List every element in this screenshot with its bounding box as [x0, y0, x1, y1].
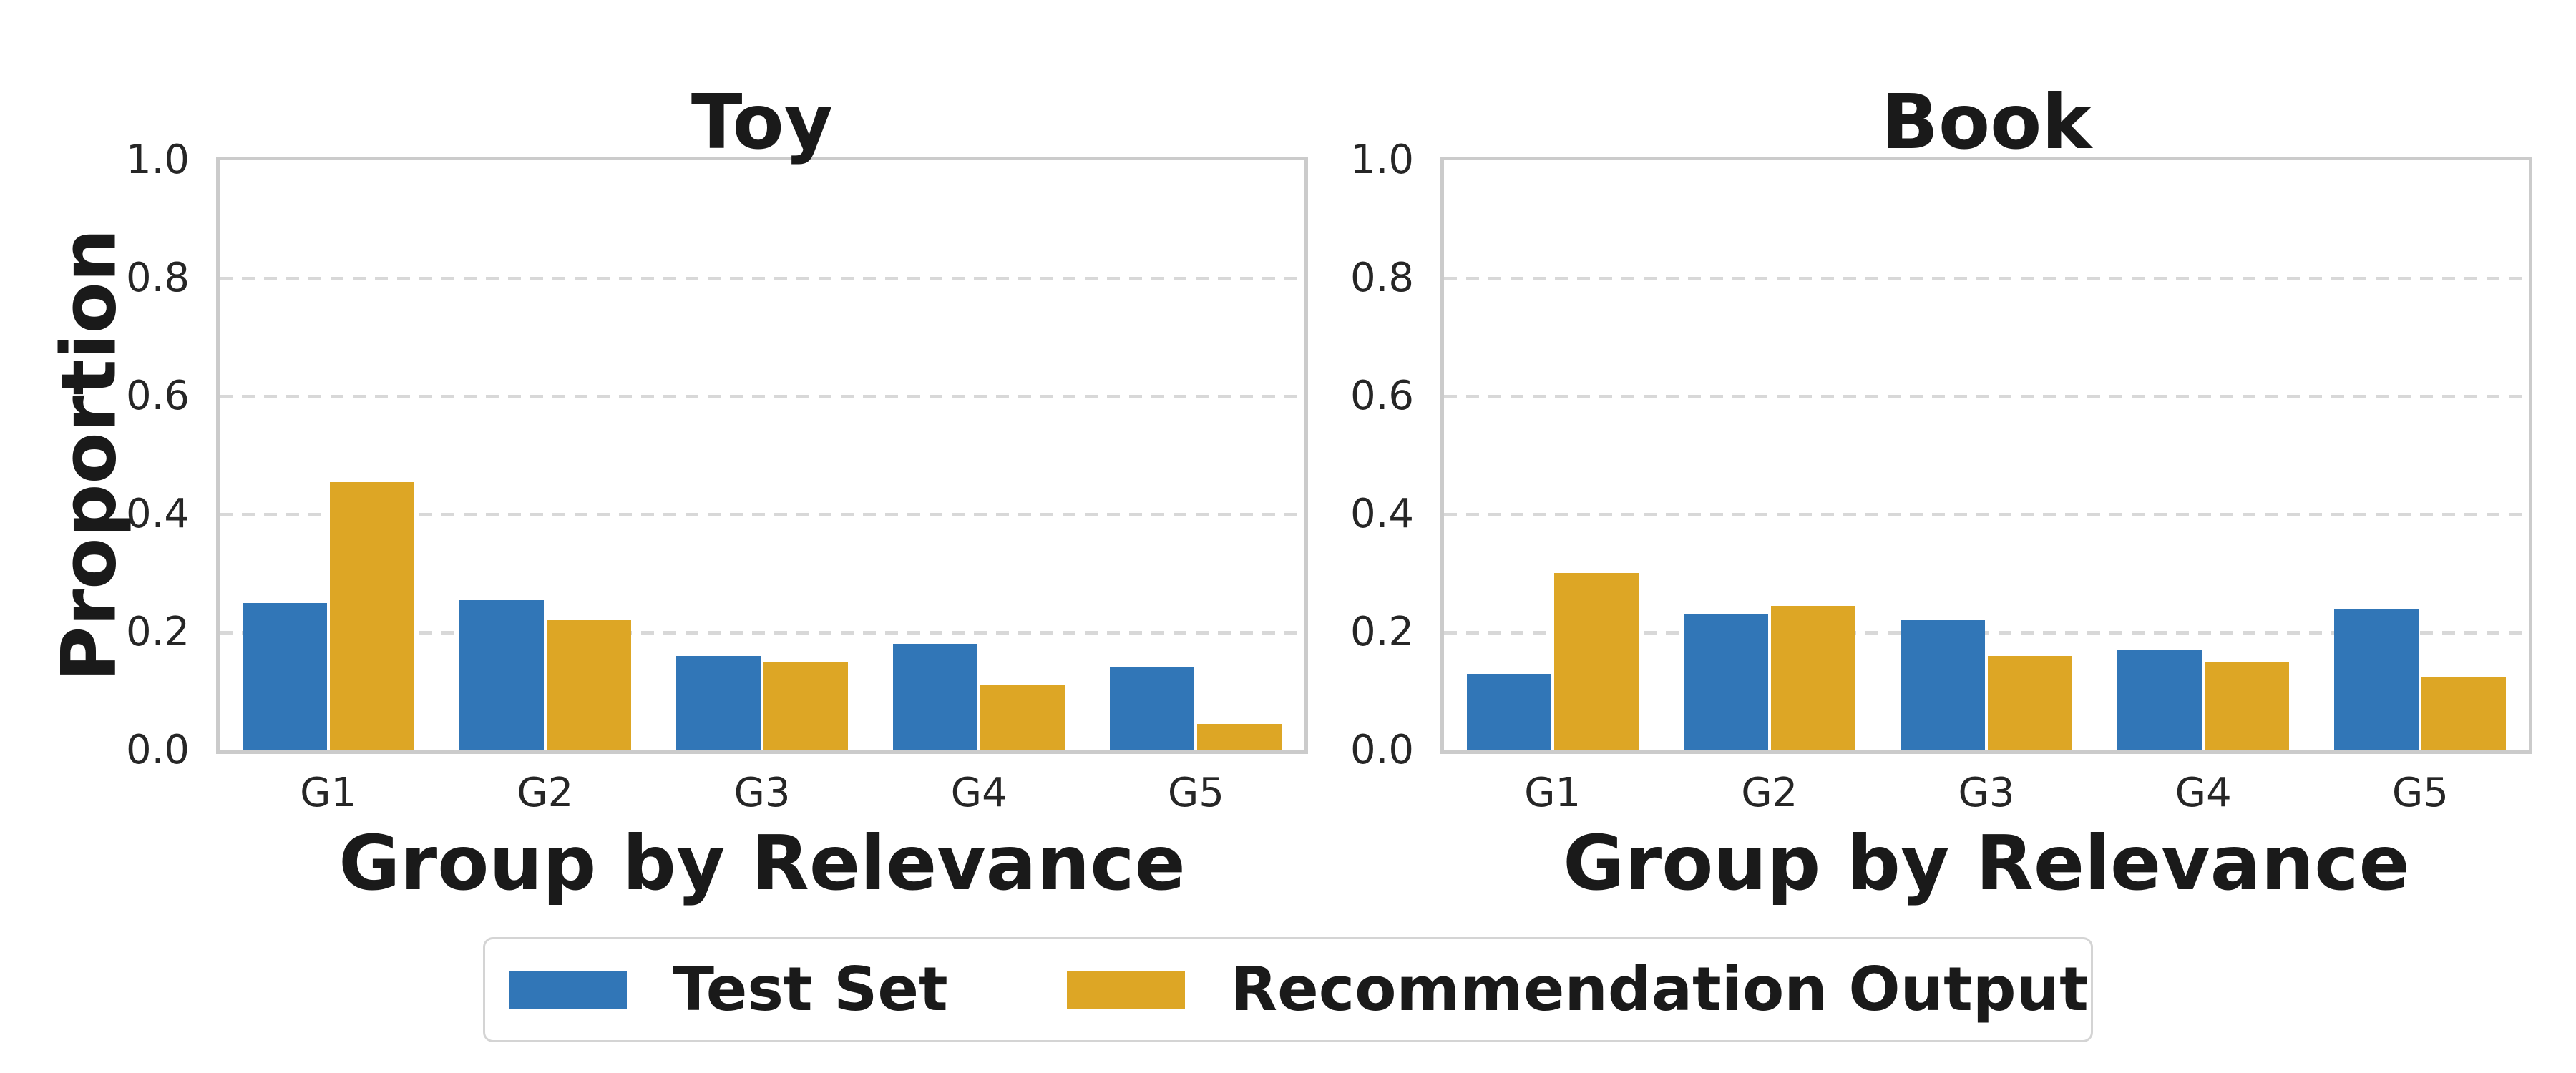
legend-label-test-set: Test Set: [673, 954, 948, 1025]
ytick-label-0.4: 0.4: [1350, 491, 1414, 537]
book-xtick-label-g5: G5: [2391, 770, 2449, 816]
book-g1-test-set-bar: [1467, 674, 1551, 750]
gridline-0.2: [220, 631, 1304, 635]
toy-g3-recommendation-output-bar: [763, 662, 848, 750]
gridline-0.4: [220, 513, 1304, 516]
recommendation-output-swatch-icon: [1066, 971, 1185, 1009]
toy-xtick-label-g4: G4: [950, 770, 1008, 816]
book-subplot-axes: Book Group by Relevance 0.0 0.2 0.4 0.6 0.8 1…: [1350, 85, 2532, 901]
y-axis-label: Proportion: [45, 228, 133, 682]
ytick-label-1.0: 1.0: [1350, 137, 1414, 183]
gridline-0.6: [1444, 395, 2529, 398]
book-g1-recommendation-output-bar: [1554, 573, 1639, 750]
book-g2-test-set-bar: [1684, 614, 1768, 750]
ytick-label-0.8: 0.8: [125, 255, 190, 301]
book-g4-recommendation-output-bar: [2205, 662, 2289, 750]
toy-subplot-title: Toy: [691, 79, 834, 166]
ytick-label-0.0: 0.0: [1350, 727, 1414, 773]
book-g3-recommendation-output-bar: [1988, 656, 2072, 750]
gridline-0.4: [1444, 513, 2529, 516]
book-xtick-label-g2: G2: [1741, 770, 1798, 816]
toy-g2-test-set-bar: [459, 600, 544, 750]
toy-g4-recommendation-output-bar: [980, 685, 1065, 750]
legend: Test Set Recommendation Output: [483, 937, 2093, 1042]
toy-g3-test-set-bar: [676, 656, 761, 750]
toy-g4-test-set-bar: [893, 644, 977, 750]
ytick-label-0.2: 0.2: [1350, 609, 1414, 655]
ytick-label-0.6: 0.6: [125, 373, 190, 419]
book-subplot-title: Book: [1880, 79, 2092, 166]
legend-label-recommendation-output: Recommendation Output: [1230, 954, 2089, 1025]
book-g3-test-set-bar: [1901, 620, 1985, 750]
toy-g5-test-set-bar: [1110, 667, 1194, 750]
book-g5-test-set-bar: [2334, 609, 2419, 750]
book-g2-recommendation-output-bar: [1771, 606, 1855, 750]
book-g5-recommendation-output-bar: [2421, 677, 2506, 750]
toy-g1-test-set-bar: [243, 603, 327, 750]
ytick-label-1.0: 1.0: [125, 137, 190, 183]
ytick-label-0.8: 0.8: [1350, 255, 1414, 301]
toy-xtick-label-g1: G1: [300, 770, 357, 816]
book-xtick-label-g1: G1: [1524, 770, 1581, 816]
ytick-label-0.4: 0.4: [125, 491, 190, 537]
gridline-0.8: [1444, 277, 2529, 280]
book-xtick-label-g3: G3: [1958, 770, 2015, 816]
toy-g2-recommendation-output-bar: [547, 620, 631, 750]
ytick-label-0.6: 0.6: [1350, 373, 1414, 419]
toy-g5-recommendation-output-bar: [1197, 724, 1282, 750]
gridline-0.8: [220, 277, 1304, 280]
toy-g1-recommendation-output-bar: [330, 482, 414, 750]
toy-xtick-label-g5: G5: [1167, 770, 1224, 816]
toy-xtick-label-g3: G3: [733, 770, 791, 816]
ytick-label-0.2: 0.2: [125, 609, 190, 655]
toy-xtick-label-g2: G2: [517, 770, 574, 816]
book-xtick-label-g4: G4: [2175, 770, 2232, 816]
book-x-axis-label: Group by Relevance: [1563, 820, 2410, 907]
toy-x-axis-label: Group by Relevance: [338, 820, 1186, 907]
book-g4-test-set-bar: [2117, 650, 2202, 750]
gridline-0.6: [220, 395, 1304, 398]
gridline-0.2: [1444, 631, 2529, 635]
ytick-label-0.0: 0.0: [125, 727, 190, 773]
test-set-swatch-icon: [509, 971, 627, 1009]
toy-subplot-axes: Toy Group by Relevance 0.0 0.2 0.4 0.6 0.8 1.…: [126, 85, 1308, 901]
